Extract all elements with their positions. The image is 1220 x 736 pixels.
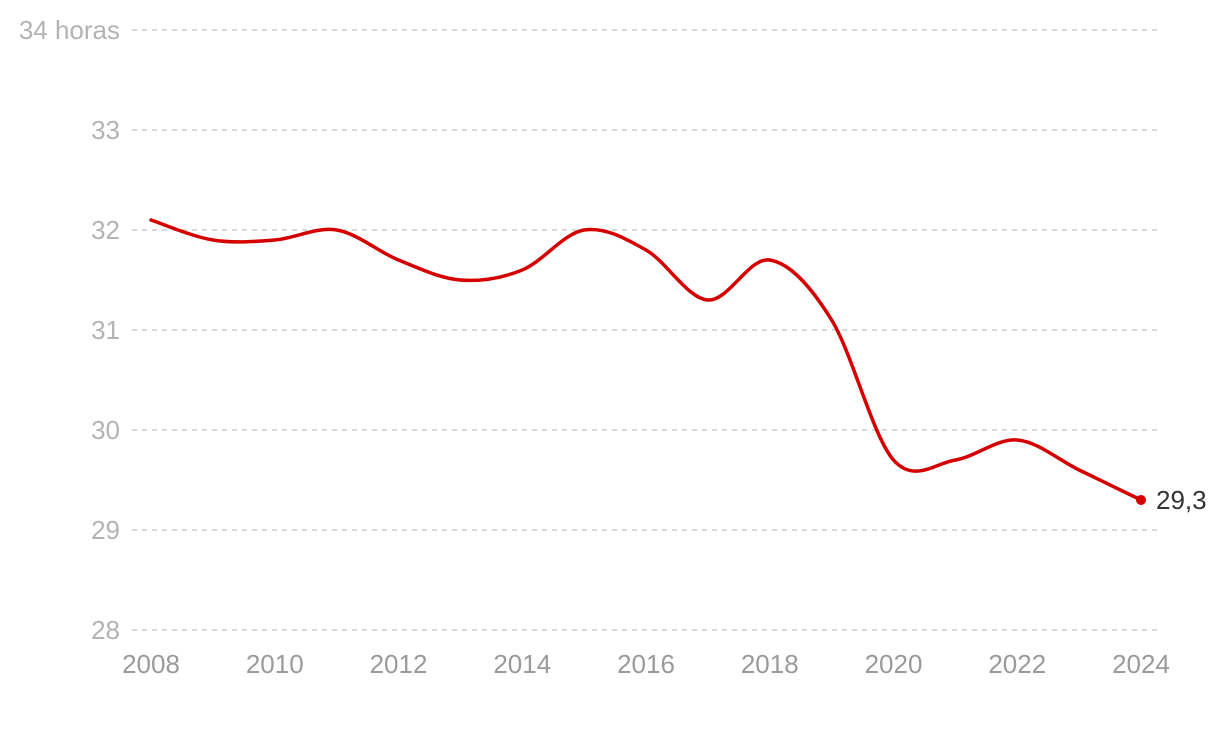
x-tick-label: 2014 (493, 649, 551, 679)
y-tick-label: 30 (91, 415, 120, 445)
y-tick-label: 31 (91, 315, 120, 345)
x-tick-label: 2012 (370, 649, 428, 679)
y-tick-label: 33 (91, 115, 120, 145)
last-data-point (1136, 495, 1146, 505)
x-axis-tick-labels: 2008 2010 2012 2014 2016 2018 2020 2022 2024 (122, 649, 1170, 679)
y-axis-tick-labels: 34 horas 33 32 31 30 29 28 (19, 15, 120, 645)
x-tick-label: 2018 (741, 649, 799, 679)
x-tick-label: 2020 (865, 649, 923, 679)
x-tick-label: 2016 (617, 649, 675, 679)
y-tick-label: 28 (91, 615, 120, 645)
x-tick-label: 2008 (122, 649, 180, 679)
series-line (149, 218, 1143, 502)
x-tick-label: 2022 (988, 649, 1046, 679)
y-tick-label: 32 (91, 215, 120, 245)
x-tick-label: 2010 (246, 649, 304, 679)
y-tick-label: 29 (91, 515, 120, 545)
y-tick-label: 34 horas (19, 15, 120, 45)
x-tick-label: 2024 (1112, 649, 1170, 679)
last-value-label: 29,3 (1156, 485, 1207, 515)
grid-lines (132, 29, 1160, 631)
